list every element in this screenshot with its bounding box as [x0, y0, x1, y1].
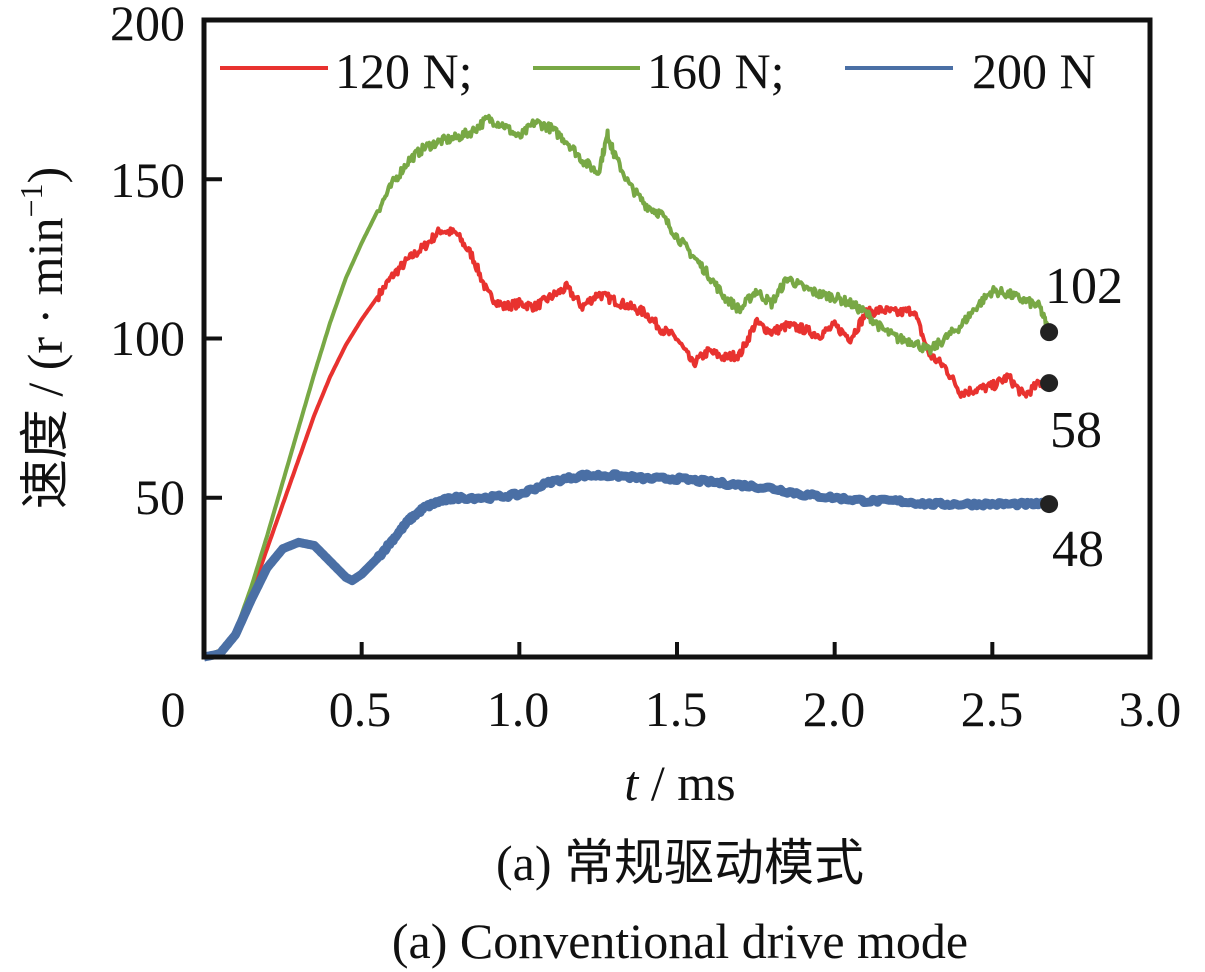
endpoint-marker-102 — [1040, 323, 1059, 342]
caption-cn: (a) 常规驱动模式 — [496, 835, 864, 891]
legend-label-160n: 160 N; — [647, 43, 785, 99]
annotation-200n-end: 48 — [1052, 521, 1104, 578]
x-tick-label-2.0: 2.0 — [803, 681, 866, 737]
y-axis-title-close: ) — [17, 167, 73, 184]
endpoint-marker-58 — [1040, 374, 1059, 393]
legend-label-200n: 200 N — [972, 43, 1096, 99]
legend: 120 N; 160 N; 200 N — [220, 43, 1096, 99]
y-tick-label-50: 50 — [135, 469, 185, 525]
endpoint-markers — [1040, 323, 1059, 514]
series-line-120n — [203, 226, 1051, 659]
series-line-200n — [200, 469, 1053, 662]
caption-en: (a) Conventional drive mode — [392, 913, 968, 969]
y-axis-title-sup: −1 — [13, 183, 49, 217]
series-layer — [200, 113, 1053, 662]
x-tick-label-0: 0 — [161, 681, 186, 737]
y-axis-title: 速度 / (r · min−1) — [13, 167, 73, 509]
endpoint-marker-48 — [1040, 495, 1059, 514]
y-axis-title-cn: 速度 — [17, 409, 73, 509]
y-tick-label-100: 100 — [110, 310, 185, 366]
x-axis-title: t / ms — [624, 755, 735, 811]
annotation-160n-end: 102 — [1045, 258, 1123, 315]
legend-label-120n: 120 N; — [335, 43, 473, 99]
x-tick-label-0.5: 0.5 — [329, 681, 392, 737]
x-axis-title-var: t — [624, 755, 639, 811]
x-axis-title-unit: / ms — [638, 755, 735, 811]
x-tick-label-3.0: 3.0 — [1119, 681, 1182, 737]
y-tick-label-200: 200 — [110, 0, 185, 51]
x-tick-label-1.0: 1.0 — [487, 681, 550, 737]
x-tick-label-2.5: 2.5 — [961, 681, 1024, 737]
series-line-160n — [203, 113, 1052, 659]
y-axis-title-unit: / (r · min — [17, 218, 73, 410]
y-tick-label-150: 150 — [110, 152, 185, 208]
annotation-120n-end: 58 — [1050, 402, 1102, 459]
x-tick-label-1.5: 1.5 — [645, 681, 708, 737]
axis-ticks — [204, 177, 995, 657]
